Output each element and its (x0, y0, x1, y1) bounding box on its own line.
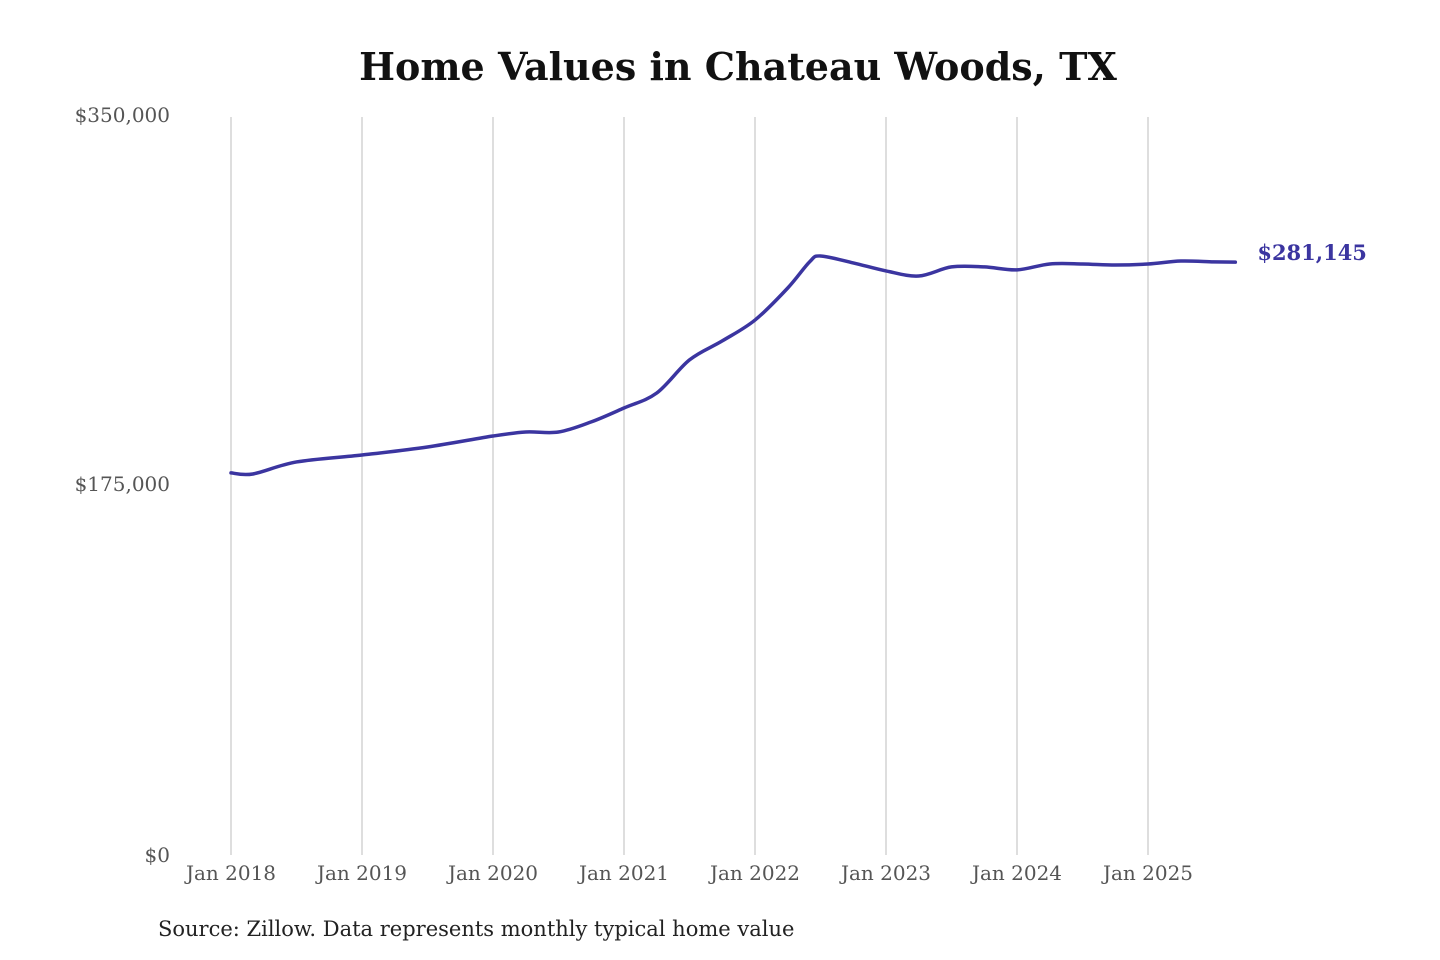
x-tick-label: Jan 2018 (184, 861, 276, 885)
source-note: Source: Zillow. Data represents monthly … (158, 917, 795, 941)
end-value-label: $281,145 (1257, 240, 1367, 265)
y-tick-label: $350,000 (75, 103, 170, 127)
x-tick-label: Jan 2022 (708, 861, 800, 885)
home-value-line (229, 254, 1238, 477)
chart-title: Home Values in Chateau Woods, TX (359, 44, 1117, 89)
x-tick-label: Jan 2020 (446, 861, 538, 885)
x-tick-label: Jan 2024 (970, 861, 1062, 885)
x-tick-label: Jan 2023 (839, 861, 931, 885)
x-tick-label: Jan 2019 (315, 861, 407, 885)
y-tick-label: $175,000 (75, 472, 170, 496)
x-tick-label: Jan 2025 (1101, 861, 1193, 885)
y-tick-label: $0 (145, 843, 170, 867)
x-tick-label: Jan 2021 (577, 861, 669, 885)
